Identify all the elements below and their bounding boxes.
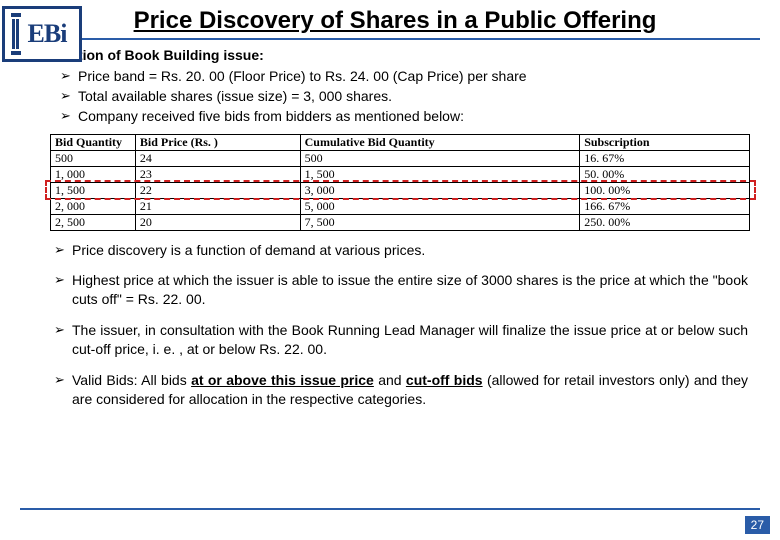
lower-bullet-text-rich: Valid Bids: All bids at or above this is… [72, 371, 748, 409]
table-cell: 250. 00% [580, 214, 750, 230]
table-header-row: Bid Quantity Bid Price (Rs. ) Cumulative… [51, 134, 750, 150]
bullet-arrow-icon: ➢ [54, 321, 68, 339]
table-cell: 5, 000 [300, 198, 580, 214]
table-cell: 2, 500 [51, 214, 136, 230]
table-cell: 50. 00% [580, 166, 750, 182]
rich-prefix: Valid Bids: All bids [72, 372, 191, 388]
table-cell: 23 [135, 166, 300, 182]
page-title: Price Discovery of Shares in a Public Of… [134, 6, 657, 36]
rich-mid: and [374, 372, 406, 388]
bullet-arrow-icon: ➢ [54, 271, 68, 289]
lower-bullet-text: The issuer, in consultation with the Boo… [72, 321, 748, 359]
table-cell: 1, 000 [51, 166, 136, 182]
section-heading: Illustration of Book Building issue: [32, 46, 748, 65]
bullet-arrow-icon: ➢ [60, 67, 74, 85]
bullet-arrow-icon: ➢ [60, 107, 74, 125]
table-cell: 7, 500 [300, 214, 580, 230]
bullet-arrow-icon: ➢ [54, 241, 68, 259]
logo-pillar [11, 11, 21, 57]
table-header: Bid Price (Rs. ) [135, 134, 300, 150]
table-cell: 21 [135, 198, 300, 214]
table-row-highlighted: 1, 500 22 3, 000 100. 00% [51, 182, 750, 198]
intro-bullet-list: ➢ Price band = Rs. 20. 00 (Floor Price) … [60, 67, 748, 126]
table-cell: 24 [135, 150, 300, 166]
table-row: 2, 500 20 7, 500 250. 00% [51, 214, 750, 230]
footer-rule [20, 508, 760, 510]
table-cell: 2, 000 [51, 198, 136, 214]
rich-seg2: cut-off bids [406, 372, 483, 388]
bid-table: Bid Quantity Bid Price (Rs. ) Cumulative… [50, 134, 750, 231]
rich-seg1: at or above this issue price [191, 372, 374, 388]
table-cell: 22 [135, 182, 300, 198]
intro-bullet: ➢ Total available shares (issue size) = … [60, 87, 748, 106]
lower-bullet: ➢ Valid Bids: All bids at or above this … [54, 371, 748, 409]
lower-bullet: ➢ The issuer, in consultation with the B… [54, 321, 748, 359]
table-header: Cumulative Bid Quantity [300, 134, 580, 150]
table-cell: 1, 500 [51, 182, 136, 198]
title-wrap: Price Discovery of Shares in a Public Of… [0, 0, 780, 36]
table-header: Bid Quantity [51, 134, 136, 150]
intro-bullet-text: Total available shares (issue size) = 3,… [78, 87, 392, 106]
lower-bullet-list: ➢ Price discovery is a function of deman… [54, 241, 748, 409]
intro-bullet: ➢ Price band = Rs. 20. 00 (Floor Price) … [60, 67, 748, 86]
lower-bullet: ➢ Price discovery is a function of deman… [54, 241, 748, 260]
lower-bullet-text: Price discovery is a function of demand … [72, 241, 748, 260]
table-cell: 1, 500 [300, 166, 580, 182]
lower-bullet-text: Highest price at which the issuer is abl… [72, 271, 748, 309]
logo-text: EBi [28, 19, 67, 49]
table-cell: 16. 67% [580, 150, 750, 166]
intro-bullet-text: Company received five bids from bidders … [78, 107, 464, 126]
table-cell: 3, 000 [300, 182, 580, 198]
table-row: 2, 000 21 5, 000 166. 67% [51, 198, 750, 214]
page-number-badge: 27 [745, 516, 770, 534]
intro-bullet-text: Price band = Rs. 20. 00 (Floor Price) to… [78, 67, 527, 86]
table-cell: 20 [135, 214, 300, 230]
intro-bullet: ➢ Company received five bids from bidder… [60, 107, 748, 126]
bullet-arrow-icon: ➢ [54, 371, 68, 389]
table-cell: 500 [300, 150, 580, 166]
table-cell: 100. 00% [580, 182, 750, 198]
table-row: 500 24 500 16. 67% [51, 150, 750, 166]
table-cell: 500 [51, 150, 136, 166]
content-area: Illustration of Book Building issue: ➢ P… [0, 40, 780, 409]
lower-bullet: ➢ Highest price at which the issuer is a… [54, 271, 748, 309]
sebi-logo: EBi [2, 6, 82, 62]
bullet-arrow-icon: ➢ [60, 87, 74, 105]
table-header: Subscription [580, 134, 750, 150]
table-wrap: Bid Quantity Bid Price (Rs. ) Cumulative… [32, 134, 748, 231]
table-row: 1, 000 23 1, 500 50. 00% [51, 166, 750, 182]
table-cell: 166. 67% [580, 198, 750, 214]
